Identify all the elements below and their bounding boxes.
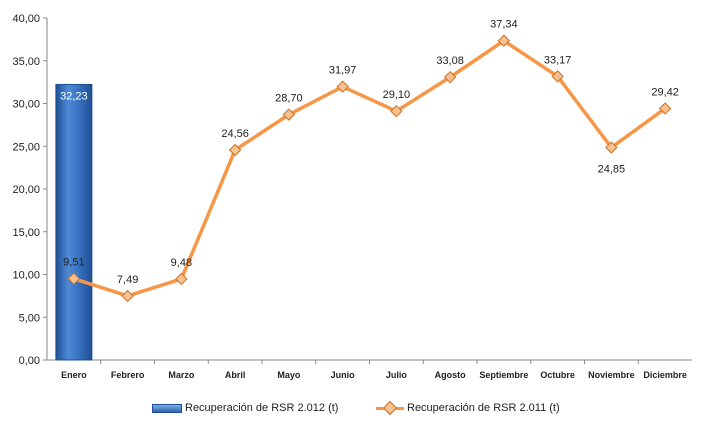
line-point bbox=[336, 80, 349, 93]
x-tick-label: Mayo bbox=[277, 370, 301, 380]
bars bbox=[55, 83, 93, 361]
line-data-label: 9,51 bbox=[63, 257, 84, 269]
line-data-label: 24,56 bbox=[221, 128, 249, 140]
y-tick-label: 5,00 bbox=[19, 312, 40, 324]
data-labels: 32,23 9,51 7,49 9,48 24,56 28,70 31,97 29,10 33,… bbox=[60, 19, 679, 286]
line-data-label: 7,49 bbox=[117, 274, 138, 286]
line-point bbox=[67, 272, 81, 285]
line-point bbox=[605, 141, 618, 154]
legend-label-2012: Recuperación de RSR 2.012 (t) bbox=[185, 402, 339, 414]
line-data-label: 31,97 bbox=[329, 65, 357, 77]
line-point bbox=[282, 108, 296, 121]
legend-item-2012: Recuperación de RSR 2.012 (t) bbox=[152, 398, 338, 418]
x-tick-label: Agosto bbox=[435, 370, 466, 380]
x-tick-label: Febrero bbox=[111, 370, 145, 380]
line-data-label: 33,08 bbox=[436, 55, 464, 67]
x-tick-label: Diciembre bbox=[643, 370, 687, 380]
y-tick-label: 15,00 bbox=[12, 227, 40, 239]
x-tick-label: Septiembre bbox=[479, 370, 528, 380]
line-point bbox=[175, 272, 188, 286]
y-tick-label: 10,00 bbox=[12, 270, 40, 282]
line-point bbox=[121, 289, 134, 303]
y-tick-label: 40,00 bbox=[12, 13, 40, 25]
x-tick-label: Noviembre bbox=[588, 370, 635, 380]
x-tick-label: Marzo bbox=[168, 370, 195, 380]
y-tick-label: 35,00 bbox=[12, 56, 40, 68]
x-tick-label: Abril bbox=[225, 370, 246, 380]
legend: Recuperación de RSR 2.012 (t) Recuperaci… bbox=[0, 398, 716, 418]
axes: 0,00 5,00 10,00 15,00 20,00 25,00 30,00 35,00 40… bbox=[12, 13, 692, 380]
series-line-2011 bbox=[73, 38, 667, 298]
x-tick-label: Junio bbox=[331, 370, 356, 380]
line-point bbox=[658, 102, 672, 115]
line-data-label: 29,10 bbox=[383, 89, 411, 101]
y-tick-label: 0,00 bbox=[19, 355, 40, 367]
line-point bbox=[443, 70, 457, 84]
bar-data-label: 32,23 bbox=[60, 90, 88, 102]
line-series bbox=[67, 34, 672, 303]
line-data-label: 9,48 bbox=[171, 257, 192, 269]
line-data-label: 28,70 bbox=[275, 93, 303, 105]
bar bbox=[55, 83, 93, 361]
line-data-label: 24,85 bbox=[598, 164, 626, 176]
line-data-label: 33,17 bbox=[544, 54, 572, 66]
chart: 0,00 5,00 10,00 15,00 20,00 25,00 30,00 35,00 40… bbox=[12, 13, 692, 380]
y-tick-label: 25,00 bbox=[12, 141, 40, 153]
legend-swatch-line bbox=[376, 401, 404, 415]
line-data-label: 29,42 bbox=[651, 86, 679, 98]
x-tick-label: Octubre bbox=[540, 370, 575, 380]
line-point bbox=[551, 70, 564, 83]
legend-item-2011: Recuperación de RSR 2.011 (t) bbox=[376, 398, 560, 418]
x-tick-label: Julio bbox=[386, 370, 408, 380]
legend-label-2011: Recuperación de RSR 2.011 (t) bbox=[407, 402, 560, 414]
line-data-label: 37,34 bbox=[490, 19, 518, 31]
legend-swatch-bar bbox=[152, 403, 182, 413]
x-tick-label: Enero bbox=[61, 370, 87, 380]
y-tick-label: 30,00 bbox=[12, 99, 40, 111]
line-point bbox=[228, 143, 242, 157]
line-point bbox=[497, 34, 511, 47]
y-tick-label: 20,00 bbox=[12, 184, 40, 196]
line-point bbox=[390, 104, 403, 118]
